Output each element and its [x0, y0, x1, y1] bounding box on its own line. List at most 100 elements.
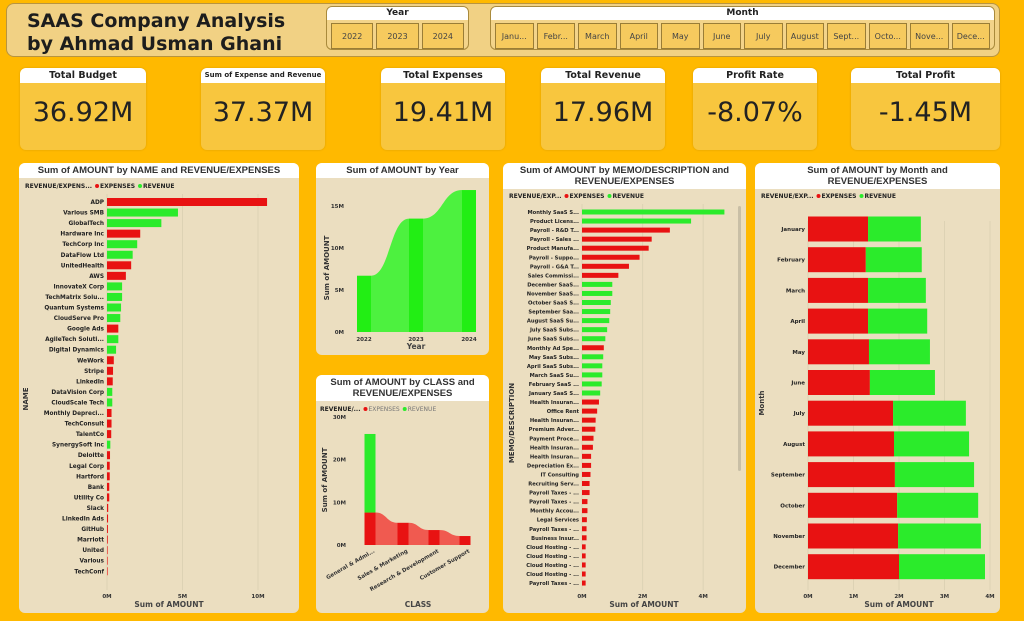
kpi-label: Total Expenses [381, 68, 505, 83]
bar-revenue [107, 398, 113, 407]
bar-expenses [582, 553, 586, 559]
month-option[interactable]: March [578, 23, 617, 49]
y-tick-label: 20M [333, 458, 346, 464]
month-option[interactable]: Janu... [495, 23, 534, 49]
bar-revenue [582, 218, 692, 224]
bar-expenses [808, 370, 870, 395]
class-chart-title: Sum of AMOUNT by CLASS and REVENUE/EXPEN… [316, 375, 489, 401]
category-label: LinkedIn Ads [62, 517, 105, 523]
category-label: Stripe [84, 369, 104, 375]
bar-expenses [808, 554, 899, 580]
bar-expenses [107, 503, 109, 512]
bar-expenses [582, 580, 586, 586]
bar-revenue [107, 282, 123, 291]
category-label: June SaaS Subs... [527, 337, 579, 343]
category-label: GitHub [81, 527, 104, 533]
category-label: Health Insuran... [530, 418, 579, 424]
legend-expenses-marker [816, 194, 821, 198]
bar-expenses [582, 535, 587, 541]
category-label: January [780, 227, 805, 233]
category-label: Monthly Ad Spe... [527, 346, 579, 352]
month-option[interactable]: August [785, 23, 824, 49]
category-label: Quantum Systems [44, 306, 104, 312]
legend-expenses-marker [363, 407, 368, 411]
category-label: Payroll Taxes - ... [529, 581, 579, 587]
bar-expenses [107, 514, 109, 523]
bar-expenses [107, 377, 113, 386]
bar-revenue [364, 433, 376, 513]
category-label: September [771, 473, 805, 479]
legend-revenue-label: REVENUE [143, 183, 174, 190]
bar-expenses [428, 530, 440, 545]
category-label: Monthly SaaS S... [528, 210, 580, 216]
category-label: March SaaS Su... [530, 373, 579, 379]
legend-expenses-label: EXPENSES [570, 193, 605, 200]
category-label: June [790, 381, 805, 387]
month-option[interactable]: Dece... [951, 23, 990, 49]
month-option[interactable]: Febr... [536, 23, 575, 49]
bar-expenses [582, 435, 594, 441]
bar-revenue [582, 381, 602, 387]
year-option-2022[interactable]: 2022 [331, 23, 374, 49]
year-chart-panel: Sum of AMOUNT by Year 0M 5M 10M 15M 2022 2023… [316, 163, 489, 355]
legend-expenses-marker [95, 184, 100, 188]
month-option[interactable]: Octo... [868, 23, 907, 49]
year-chart-title: Sum of AMOUNT by Year [316, 163, 489, 178]
memo-chart-title: Sum of AMOUNT by MEMO/DESCRIPTION and RE… [503, 163, 746, 189]
category-label: January SaaS S... [528, 391, 579, 397]
x-axis-title: Sum of AMOUNT [864, 600, 934, 609]
y-axis-title: Sum of AMOUNT [321, 447, 329, 512]
bar-expenses [808, 400, 894, 426]
category-label: Premium Adver... [529, 427, 579, 433]
month-option[interactable]: July [744, 23, 783, 49]
bar-expenses [582, 471, 591, 477]
scrollbar[interactable] [738, 206, 741, 471]
bar-revenue [107, 219, 162, 228]
bar-expenses [397, 522, 409, 545]
x-axis-title: Sum of AMOUNT [134, 600, 204, 609]
month-option[interactable]: Sept... [827, 23, 866, 49]
year-option-2024[interactable]: 2024 [421, 23, 464, 49]
bar-expenses [808, 247, 866, 273]
category-label: TechMatrix Solu... [45, 295, 104, 301]
month-option[interactable]: May [661, 23, 700, 49]
category-label: GlobalTech [69, 221, 104, 227]
bar-expenses [582, 399, 599, 405]
bar-expenses [582, 444, 593, 450]
memo-chart-panel: Sum of AMOUNT by MEMO/DESCRIPTION and RE… [503, 163, 746, 613]
kpi-value: 37.37M [212, 97, 314, 128]
category-label: TechCorp Inc [62, 242, 104, 248]
legend-revenue-label: REVENUE [865, 193, 896, 200]
header-panel: SAAS Company Analysis by Ahmad Usman Gha… [6, 3, 1000, 57]
ribbon-expenses [408, 522, 429, 545]
bar-revenue [894, 462, 975, 488]
month-option[interactable]: Nove... [910, 23, 949, 49]
bar-revenue [582, 354, 604, 360]
y-axis-title: Sum of AMOUNT [323, 235, 331, 300]
bar-expenses [107, 535, 108, 544]
category-label: TalentCo [76, 432, 104, 438]
bar-expenses [582, 345, 604, 351]
month-option[interactable]: April [619, 23, 658, 49]
year-option-2023[interactable]: 2023 [376, 23, 419, 49]
category-label: Depreciation Ex... [527, 463, 579, 469]
y-tick-label: 15M [331, 204, 344, 210]
legend-revenue-marker [138, 184, 143, 188]
y-axis-title: Month [758, 390, 766, 415]
category-label: April SaaS Subs... [527, 364, 579, 370]
bar-revenue [107, 250, 133, 259]
bar-expenses [364, 512, 376, 545]
kpi-value: 36.92M [32, 97, 134, 128]
month-option[interactable]: June [702, 23, 741, 49]
category-label: Hartford [76, 474, 104, 480]
bar-expenses [808, 308, 869, 334]
category-label: November SaaS... [527, 291, 579, 297]
x-tick-label: 4M [699, 594, 708, 600]
bar-expenses [107, 409, 112, 417]
class-chart: REVENUE/... EXPENSES REVENUE0M10M20M30MGen… [320, 406, 471, 609]
bar-expenses [107, 493, 110, 502]
bar-expenses [582, 499, 588, 505]
kpi-label: Sum of Expense and Revenue [201, 68, 325, 83]
bar-revenue [868, 277, 926, 303]
bar-expenses [582, 562, 586, 568]
